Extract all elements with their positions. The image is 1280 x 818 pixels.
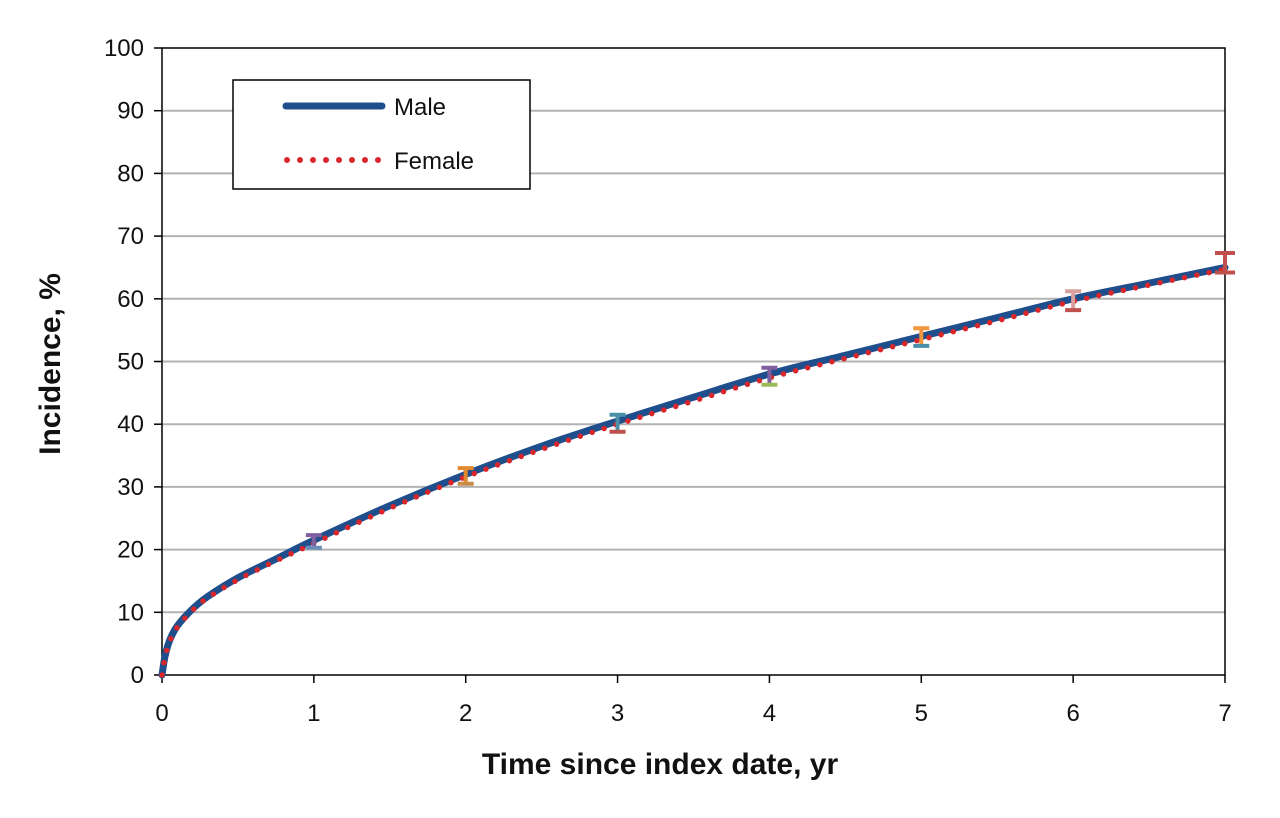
x-tick-label: 1 <box>307 700 320 727</box>
x-tick-label: 0 <box>155 700 168 727</box>
x-tick-label: 5 <box>915 700 928 727</box>
error-bar-2 <box>457 466 474 486</box>
error-bar-7 <box>1215 251 1235 275</box>
x-tick-label: 4 <box>763 700 776 727</box>
x-tick-label: 7 <box>1218 700 1231 727</box>
x-tick-label: 2 <box>459 700 472 727</box>
x-axis-title: Time since index date, yr <box>482 748 839 781</box>
legend: Male Female <box>232 79 531 190</box>
y-tick-label: 70 <box>117 223 144 250</box>
series-lines <box>158 263 1229 679</box>
x-axis-ticks: 0 1 2 3 4 5 6 7 <box>155 675 1232 727</box>
error-bar-3 <box>609 412 626 434</box>
x-tick-label: 3 <box>611 700 624 727</box>
error-bar-5 <box>913 326 930 348</box>
y-axis-title: Incidence, % <box>34 273 67 455</box>
error-bar-4 <box>761 365 778 387</box>
y-tick-label: 20 <box>117 537 144 564</box>
y-tick-label: 60 <box>117 286 144 313</box>
y-axis-ticks: 0 10 20 30 40 50 60 70 80 90 100 <box>104 35 162 689</box>
grid-lines <box>162 109 1225 614</box>
y-tick-label: 0 <box>131 662 144 689</box>
legend-label-female: Female <box>394 148 474 175</box>
y-tick-label: 10 <box>117 599 144 626</box>
y-tick-label: 90 <box>117 98 144 125</box>
x-tick-label: 6 <box>1066 700 1079 727</box>
legend-box <box>232 79 531 190</box>
error-bar-1 <box>305 533 322 550</box>
legend-label-male: Male <box>394 94 446 121</box>
y-tick-label: 40 <box>117 411 144 438</box>
series-line-female <box>159 266 1228 678</box>
error-bars <box>305 251 1235 550</box>
error-bar-6 <box>1065 289 1082 313</box>
y-tick-label: 50 <box>117 349 144 376</box>
y-tick-label: 100 <box>104 35 144 62</box>
y-tick-label: 80 <box>117 160 144 187</box>
y-tick-label: 30 <box>117 474 144 501</box>
series-line-male <box>158 263 1229 679</box>
